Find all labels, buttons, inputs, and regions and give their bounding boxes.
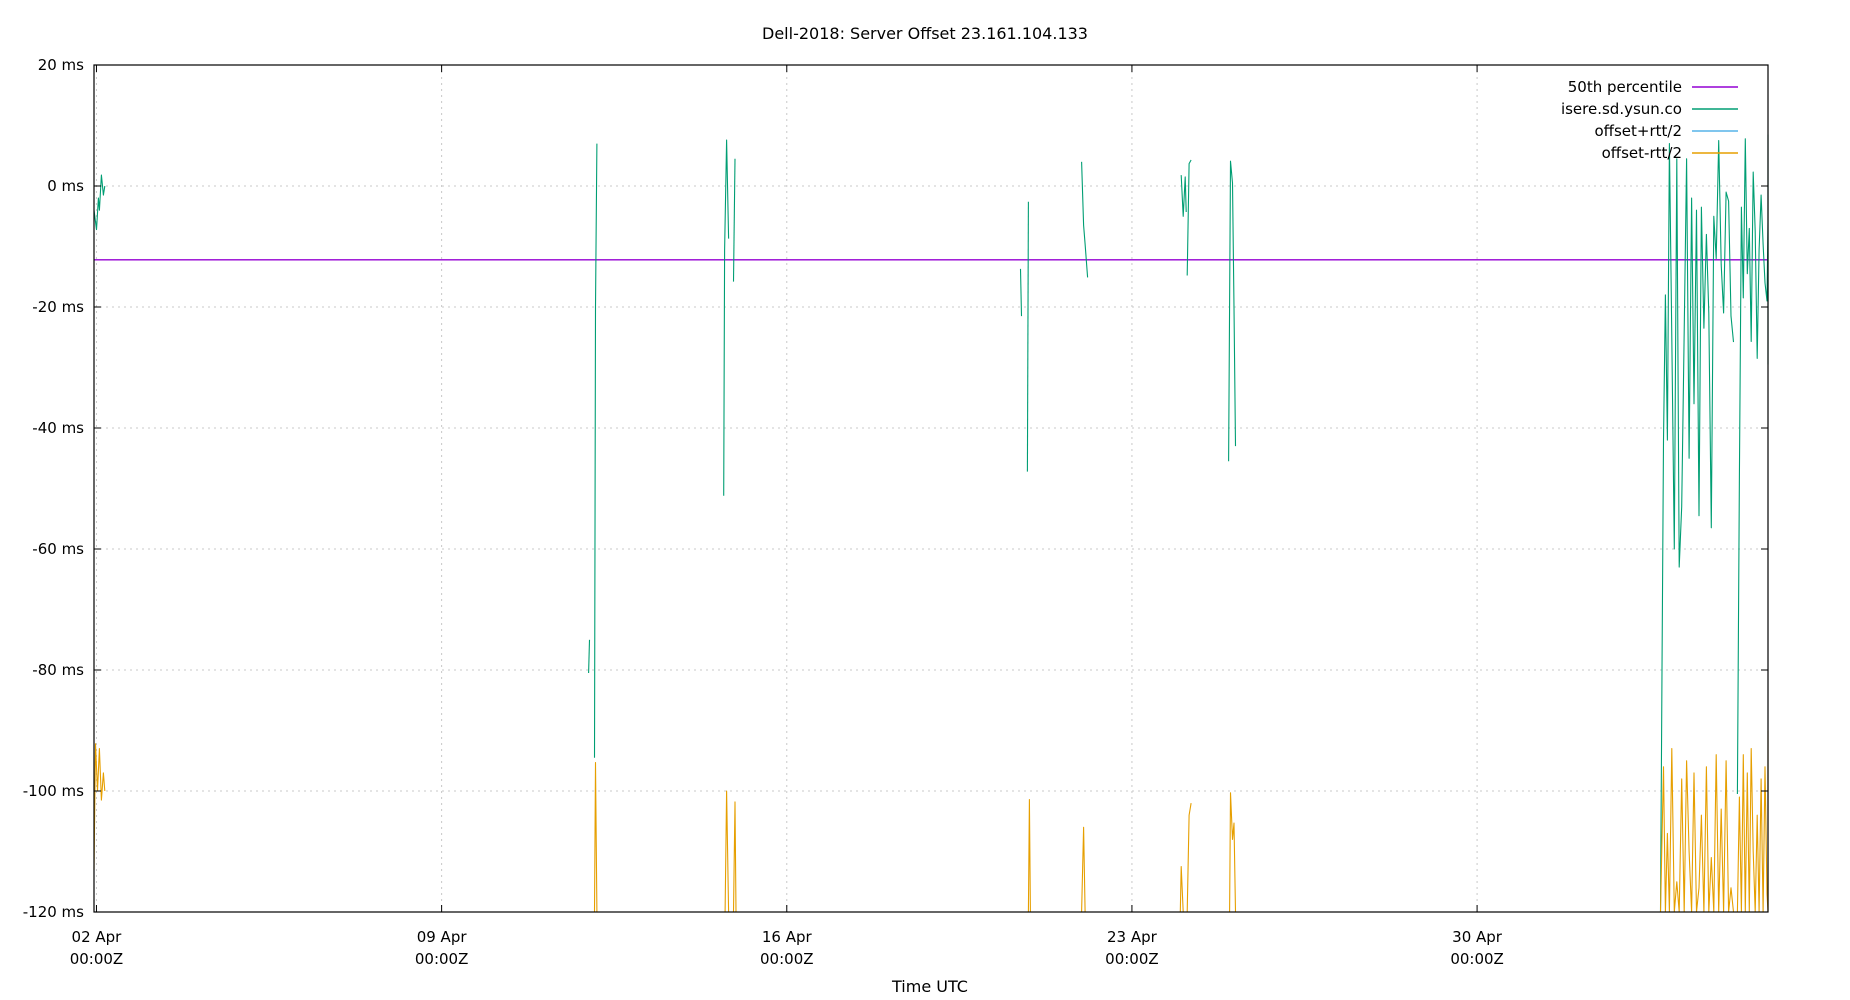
y-tick-label: 0 ms (47, 177, 84, 195)
x-tick-time: 00:00Z (70, 950, 124, 968)
series-line-segment (1019, 268, 1023, 317)
series-line-segment (593, 143, 598, 758)
x-tick-date: 09 Apr (417, 928, 468, 946)
series-line-segment (1180, 175, 1187, 217)
y-tick-label: -100 ms (23, 782, 84, 800)
series-line-segment (93, 174, 106, 231)
y-tick-label: 20 ms (38, 56, 84, 74)
series-line-segment (723, 139, 730, 496)
chart-title: Dell-2018: Server Offset 23.161.104.133 (762, 24, 1088, 43)
series-line-segment (1186, 159, 1192, 276)
series-line-segment (1659, 748, 1735, 913)
series-line-segment (1027, 798, 1031, 913)
series-line-segment (593, 762, 598, 913)
x-tick-date: 30 Apr (1452, 928, 1503, 946)
series-line-segment (732, 801, 737, 913)
series-line-segment (1179, 866, 1184, 913)
y-tick-label: -80 ms (32, 661, 84, 679)
series-line-segment (93, 743, 106, 870)
legend-label: isere.sd.ysun.co (1561, 100, 1682, 118)
x-tick-date: 16 Apr (762, 928, 813, 946)
x-tick-time: 00:00Z (1450, 950, 1504, 968)
x-tick-time: 00:00Z (1105, 950, 1159, 968)
x-tick-date: 23 Apr (1107, 928, 1158, 946)
y-tick-label: -120 ms (23, 903, 84, 921)
legend-label: offset+rtt/2 (1594, 122, 1682, 140)
legend-label: 50th percentile (1568, 78, 1682, 96)
series-line-segment (1659, 140, 1735, 913)
y-tick-label: -20 ms (32, 298, 84, 316)
series-line-segment (588, 639, 591, 674)
data-layer (93, 134, 1769, 913)
series-4 (93, 729, 1769, 913)
series-line-segment (1186, 803, 1192, 913)
series-line-segment (1229, 792, 1237, 913)
legend-label: offset-rtt/2 (1602, 144, 1682, 162)
legend: 50th percentile isere.sd.ysun.co offset+rt… (1561, 78, 1738, 162)
y-tick-label: -60 ms (32, 540, 84, 558)
series-line-segment (1026, 201, 1029, 472)
y-tick-label: -40 ms (32, 419, 84, 437)
series-2 (93, 134, 1769, 913)
series-line-segment (724, 790, 730, 913)
grid-layer (94, 65, 1768, 912)
series-line-segment (1228, 160, 1237, 462)
x-axis-label: Time UTC (891, 977, 968, 996)
tick-layer: 20 ms 0 ms -20 ms -40 ms -60 ms -80 ms -100 ms… (23, 56, 1768, 968)
series-line-segment (732, 158, 736, 282)
series-line-segment (1736, 729, 1769, 913)
series-line-segment (1081, 826, 1086, 913)
series-line-segment (1081, 161, 1089, 278)
x-tick-time: 00:00Z (415, 950, 469, 968)
plot-frame (93, 64, 1769, 913)
x-tick-time: 00:00Z (760, 950, 814, 968)
series-line-segment (1736, 134, 1769, 795)
x-tick-date: 02 Apr (72, 928, 123, 946)
